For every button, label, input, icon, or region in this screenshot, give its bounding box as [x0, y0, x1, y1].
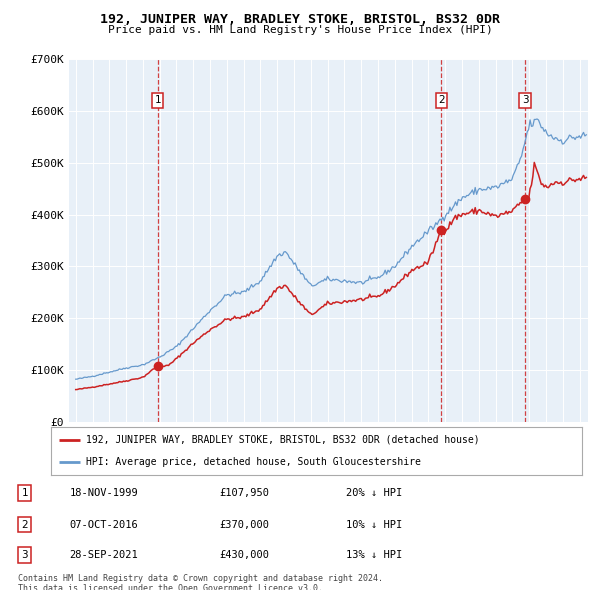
- Text: 07-OCT-2016: 07-OCT-2016: [70, 520, 139, 529]
- Text: 192, JUNIPER WAY, BRADLEY STOKE, BRISTOL, BS32 0DR: 192, JUNIPER WAY, BRADLEY STOKE, BRISTOL…: [100, 13, 500, 26]
- Text: 10% ↓ HPI: 10% ↓ HPI: [346, 520, 403, 529]
- Text: 3: 3: [522, 96, 529, 106]
- Text: 28-SEP-2021: 28-SEP-2021: [70, 550, 139, 560]
- Text: £430,000: £430,000: [220, 550, 269, 560]
- Text: This data is licensed under the Open Government Licence v3.0.: This data is licensed under the Open Gov…: [18, 584, 323, 590]
- Text: 192, JUNIPER WAY, BRADLEY STOKE, BRISTOL, BS32 0DR (detached house): 192, JUNIPER WAY, BRADLEY STOKE, BRISTOL…: [86, 435, 479, 445]
- Text: 3: 3: [22, 550, 28, 560]
- Text: Price paid vs. HM Land Registry's House Price Index (HPI): Price paid vs. HM Land Registry's House …: [107, 25, 493, 35]
- Text: £107,950: £107,950: [220, 489, 269, 498]
- Text: 18-NOV-1999: 18-NOV-1999: [70, 489, 139, 498]
- Text: HPI: Average price, detached house, South Gloucestershire: HPI: Average price, detached house, Sout…: [86, 457, 421, 467]
- Text: 20% ↓ HPI: 20% ↓ HPI: [346, 489, 403, 498]
- Text: Contains HM Land Registry data © Crown copyright and database right 2024.: Contains HM Land Registry data © Crown c…: [18, 574, 383, 583]
- Text: 2: 2: [22, 520, 28, 529]
- Text: 2: 2: [438, 96, 445, 106]
- Text: 1: 1: [22, 489, 28, 498]
- Text: 1: 1: [154, 96, 161, 106]
- Text: 13% ↓ HPI: 13% ↓ HPI: [346, 550, 403, 560]
- Text: £370,000: £370,000: [220, 520, 269, 529]
